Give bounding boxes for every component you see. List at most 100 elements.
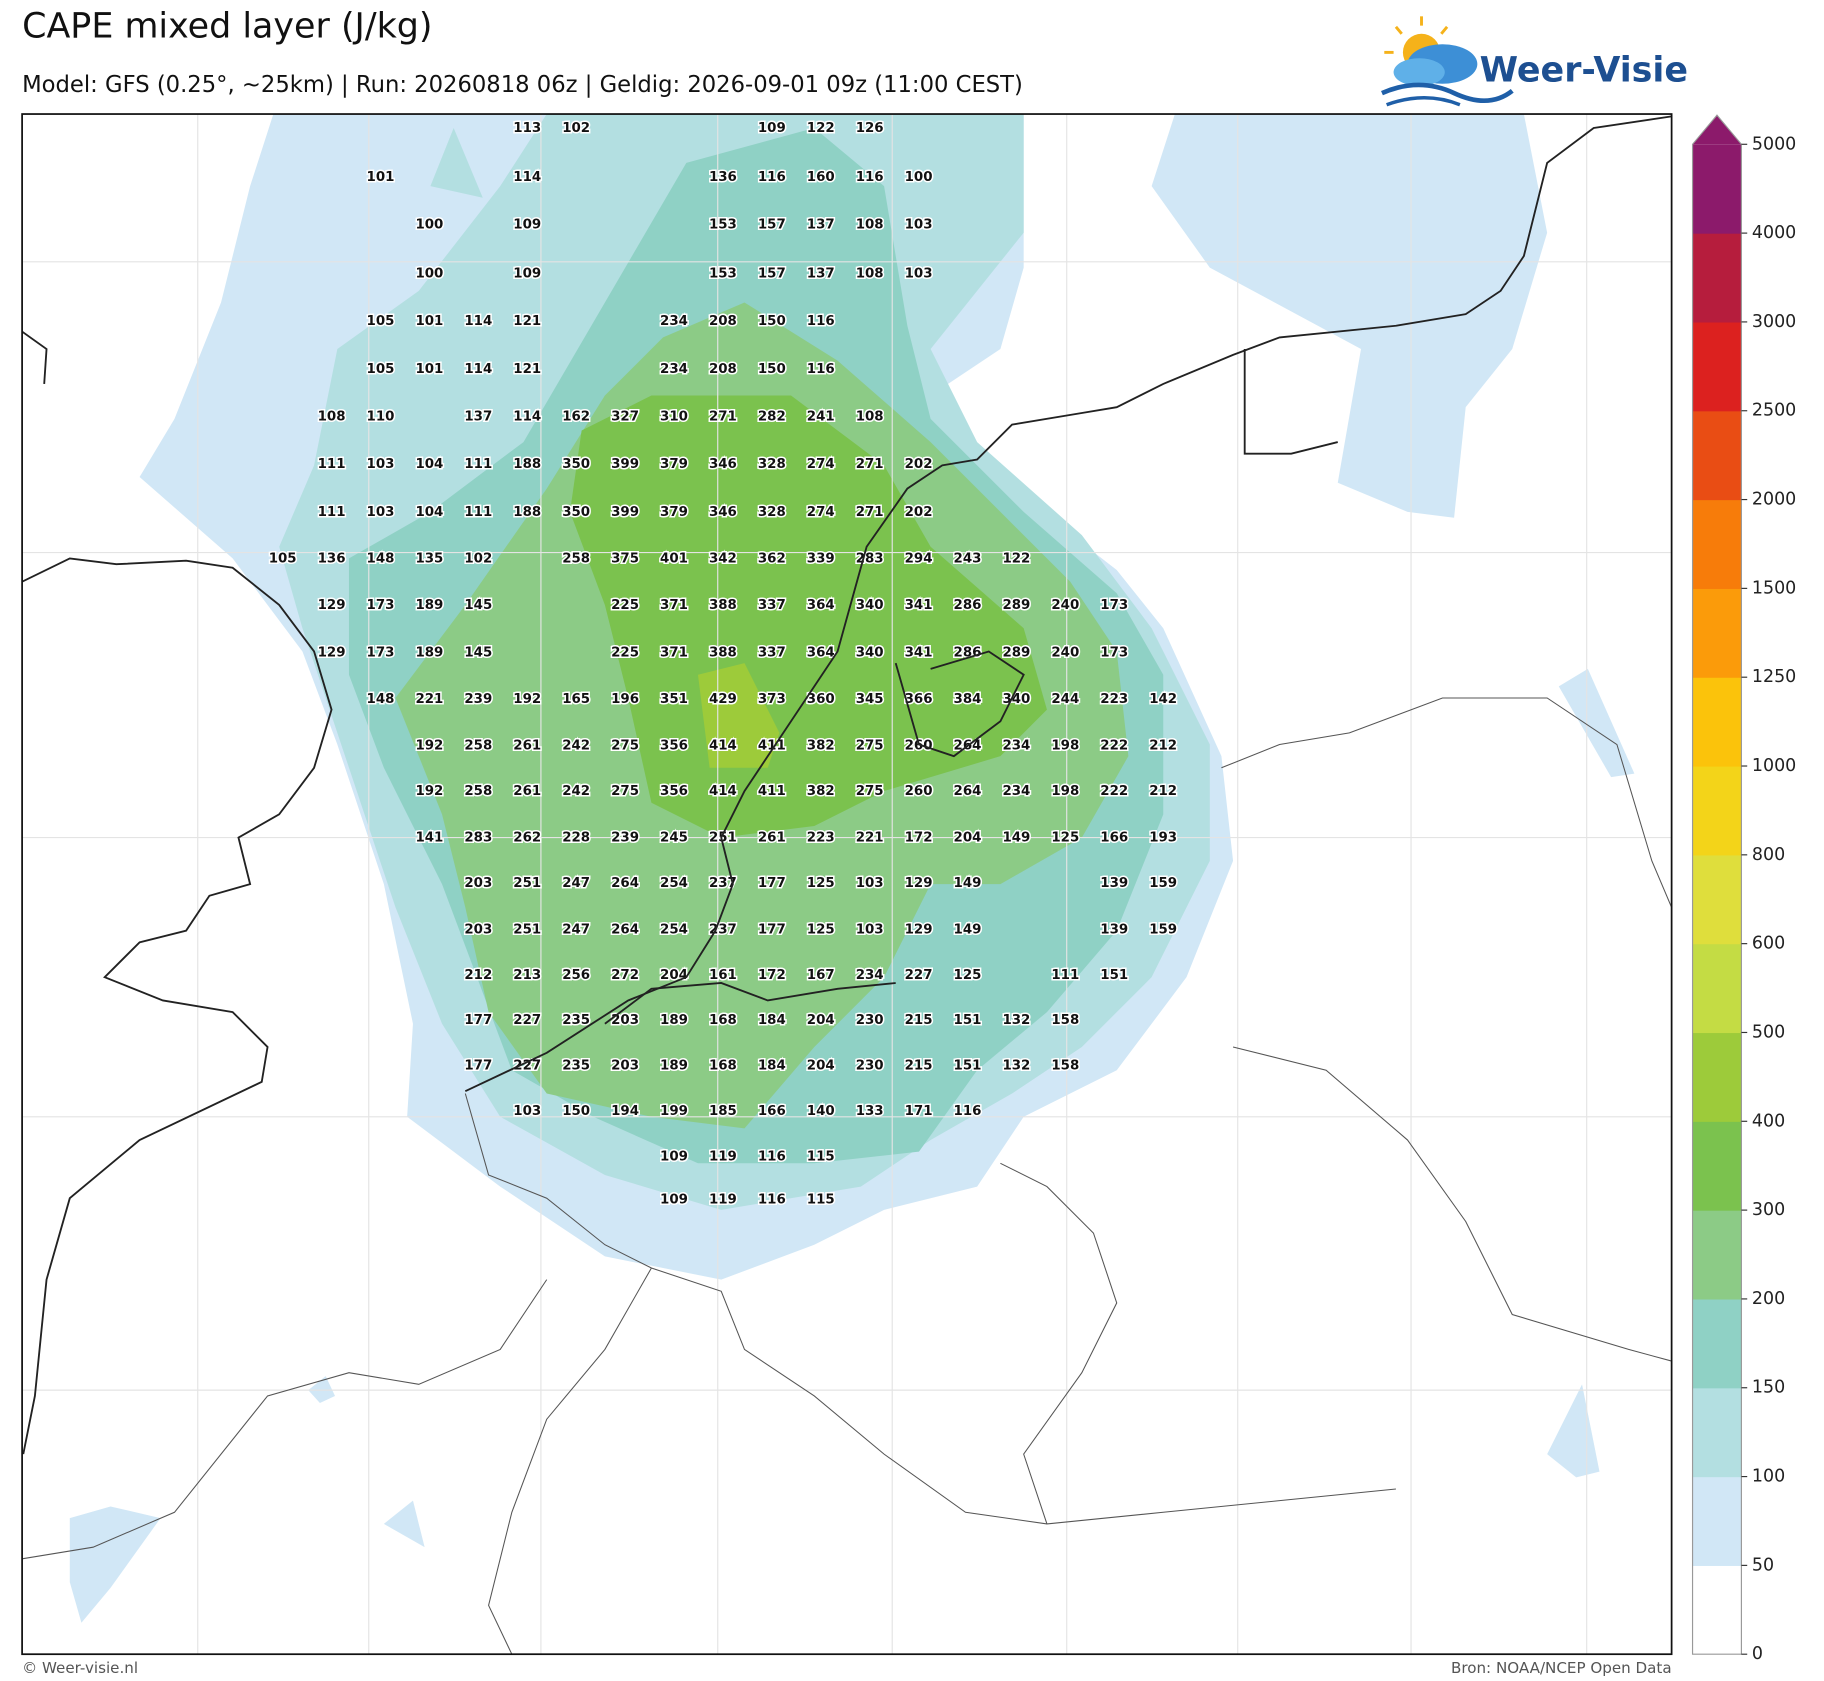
cape-value: 196 [611, 692, 639, 707]
cape-value: 282 [758, 409, 786, 424]
cape-value: 116 [807, 362, 835, 377]
cape-value: 286 [954, 646, 982, 661]
cape-value: 212 [1149, 739, 1177, 754]
cape-value: 274 [807, 457, 835, 472]
cape-value: 260 [905, 784, 933, 799]
cape-value: 149 [954, 922, 982, 937]
cape-value: 140 [807, 1104, 835, 1119]
cape-value: 234 [856, 968, 884, 983]
cape-value: 364 [807, 598, 835, 613]
cape-value: 168 [709, 1013, 737, 1028]
cape-value: 337 [758, 598, 786, 613]
cape-value: 114 [513, 170, 541, 185]
cape-value: 264 [611, 876, 639, 891]
colorbar-segment [1692, 144, 1742, 234]
cape-value: 275 [611, 739, 639, 754]
cape-value: 136 [318, 551, 346, 566]
cape-value: 115 [807, 1149, 835, 1164]
cape-value: 411 [758, 739, 786, 754]
cape-value: 150 [562, 1104, 590, 1119]
cape-value: 251 [513, 922, 541, 937]
cape-value: 362 [758, 551, 786, 566]
cape-value: 234 [1002, 739, 1030, 754]
colorbar-tick-label: 1250 [1752, 667, 1796, 687]
cape-value: 145 [464, 598, 492, 613]
cape-value: 189 [660, 1059, 688, 1074]
cape-value: 341 [905, 598, 933, 613]
footer-left: © Weer-visie.nl [22, 1659, 138, 1677]
cape-value: 199 [660, 1104, 688, 1119]
cape-value: 100 [415, 266, 443, 281]
cape-value: 159 [1149, 922, 1177, 937]
cape-value: 172 [905, 831, 933, 846]
cape-value: 149 [1002, 831, 1030, 846]
cape-value: 168 [709, 1059, 737, 1074]
colorbar-tick-label: 1500 [1752, 578, 1796, 598]
cape-contour [1151, 114, 1548, 518]
cape-value: 110 [367, 409, 395, 424]
cape-value: 351 [660, 692, 688, 707]
cape-value: 342 [709, 551, 737, 566]
cape-value: 116 [758, 170, 786, 185]
colorbar-tick-label: 500 [1752, 1022, 1785, 1042]
colorbar-tick-label: 2000 [1752, 490, 1796, 510]
cape-value: 262 [513, 831, 541, 846]
cape-value: 245 [660, 831, 688, 846]
cape-value: 137 [807, 218, 835, 233]
cape-value: 261 [758, 831, 786, 846]
cape-value: 294 [905, 551, 933, 566]
colorbar-tick-label: 400 [1752, 1111, 1785, 1131]
cape-value: 141 [415, 831, 443, 846]
cape-value: 345 [856, 692, 884, 707]
cape-value: 157 [758, 266, 786, 281]
cape-value: 173 [367, 646, 395, 661]
cape-value: 204 [807, 1059, 835, 1074]
cape-value: 429 [709, 692, 737, 707]
colorbar-tick-label: 2500 [1752, 401, 1796, 421]
colorbar-segment [1692, 1476, 1742, 1566]
cape-value: 149 [954, 876, 982, 891]
cape-contour [430, 128, 483, 198]
cape-value: 340 [856, 598, 884, 613]
colorbar-segment [1692, 499, 1742, 589]
map-area: 113 102 109 122 126 101 114 136 116 160 116 100 100 1… [22, 114, 1672, 1655]
cape-value: 116 [807, 314, 835, 329]
cape-value: 129 [318, 646, 346, 661]
cape-value: 198 [1051, 739, 1079, 754]
cape-value: 275 [611, 784, 639, 799]
logo: Weer-Visie [1381, 16, 1688, 107]
cape-value: 177 [464, 1059, 492, 1074]
cape-value: 103 [905, 266, 933, 281]
colorbar-tick-label: 5000 [1752, 134, 1796, 154]
cape-value: 113 [513, 121, 541, 136]
cape-value: 114 [464, 314, 492, 329]
cape-value: 364 [807, 646, 835, 661]
cape-value: 151 [954, 1013, 982, 1028]
cape-value: 221 [415, 692, 443, 707]
cape-value: 102 [562, 121, 590, 136]
cape-value: 274 [807, 505, 835, 520]
cape-value: 264 [611, 922, 639, 937]
cape-value: 160 [807, 170, 835, 185]
cape-value: 122 [1002, 551, 1030, 566]
cape-contour [69, 1506, 161, 1623]
cape-value: 227 [513, 1059, 541, 1074]
cape-value: 271 [709, 409, 737, 424]
cape-value: 382 [807, 784, 835, 799]
cape-value: 254 [660, 922, 688, 937]
cape-value: 340 [856, 646, 884, 661]
cape-value: 104 [415, 457, 443, 472]
colorbar-segment [1692, 854, 1742, 945]
cape-value: 157 [758, 218, 786, 233]
cape-value: 150 [758, 314, 786, 329]
cape-value: 192 [415, 739, 443, 754]
cape-value: 109 [513, 266, 541, 281]
cape-value: 208 [709, 362, 737, 377]
cape-value: 100 [415, 218, 443, 233]
cape-value: 234 [1002, 784, 1030, 799]
cape-value: 101 [415, 362, 443, 377]
cape-value: 388 [709, 598, 737, 613]
cape-value: 173 [1100, 598, 1128, 613]
cape-value: 119 [709, 1149, 737, 1164]
cape-value: 171 [905, 1104, 933, 1119]
